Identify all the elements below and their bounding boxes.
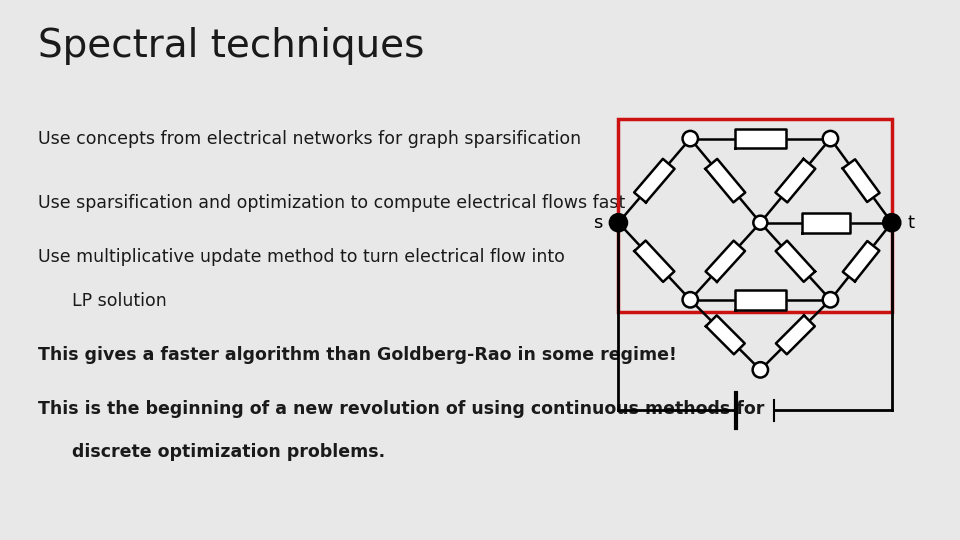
Text: Use sparsification and optimization to compute electrical flows fast: Use sparsification and optimization to c… xyxy=(38,194,626,212)
Text: Spectral techniques: Spectral techniques xyxy=(38,27,424,65)
Text: discrete optimization problems.: discrete optimization problems. xyxy=(72,443,385,461)
Polygon shape xyxy=(635,240,674,282)
Polygon shape xyxy=(776,315,815,354)
Circle shape xyxy=(754,215,767,230)
Text: s: s xyxy=(593,214,603,232)
Circle shape xyxy=(823,131,838,146)
Text: t: t xyxy=(907,214,915,232)
Polygon shape xyxy=(843,241,879,281)
Polygon shape xyxy=(706,315,745,354)
Polygon shape xyxy=(776,241,815,282)
Circle shape xyxy=(753,362,768,377)
Polygon shape xyxy=(735,290,785,309)
Circle shape xyxy=(823,292,838,307)
Circle shape xyxy=(683,292,698,307)
Polygon shape xyxy=(776,159,815,202)
Polygon shape xyxy=(706,159,745,202)
Polygon shape xyxy=(635,159,675,202)
Text: Use multiplicative update method to turn electrical flow into: Use multiplicative update method to turn… xyxy=(38,248,565,266)
Circle shape xyxy=(610,214,627,232)
Circle shape xyxy=(683,131,698,146)
Text: Use concepts from electrical networks for graph sparsification: Use concepts from electrical networks fo… xyxy=(38,130,582,147)
Text: LP solution: LP solution xyxy=(72,292,167,309)
Polygon shape xyxy=(803,213,850,233)
Text: This gives a faster algorithm than Goldberg-Rao in some regime!: This gives a faster algorithm than Goldb… xyxy=(38,346,677,363)
Bar xyxy=(618,119,892,312)
Polygon shape xyxy=(706,241,745,282)
Polygon shape xyxy=(735,129,785,148)
Polygon shape xyxy=(843,159,879,202)
Text: This is the beginning of a new revolution of using continuous methods for: This is the beginning of a new revolutio… xyxy=(38,400,765,417)
Circle shape xyxy=(883,214,900,232)
